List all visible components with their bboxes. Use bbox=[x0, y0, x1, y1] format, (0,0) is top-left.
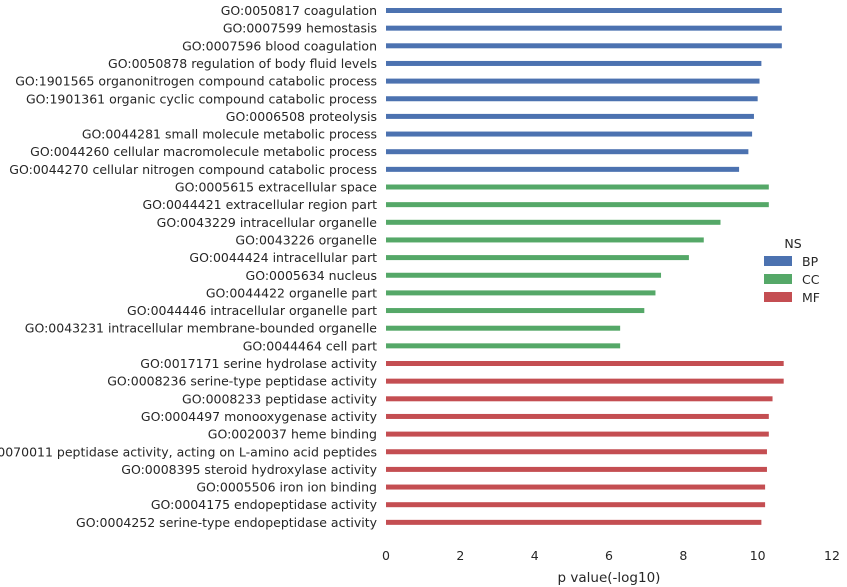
bar bbox=[386, 8, 782, 13]
category-label: GO:0044421 extracellular region part bbox=[142, 197, 377, 212]
bar bbox=[386, 25, 782, 31]
x-tick-label: 4 bbox=[531, 548, 539, 563]
x-tick-label: 8 bbox=[679, 548, 687, 563]
x-axis-title: p value(-log10) bbox=[558, 570, 661, 586]
bar bbox=[386, 60, 762, 66]
x-tick-label: 10 bbox=[750, 548, 766, 563]
category-label: GO:0008236 serine-type peptidase activit… bbox=[107, 374, 377, 389]
bar bbox=[386, 519, 762, 525]
bar bbox=[386, 78, 760, 84]
category-label: GO:0070011 peptidase activity, acting on… bbox=[0, 444, 377, 459]
bar bbox=[386, 308, 645, 314]
category-label: GO:0005615 extracellular space bbox=[175, 180, 377, 195]
category-label: GO:0005506 iron ion binding bbox=[196, 480, 377, 495]
category-label: GO:0006508 proteolysis bbox=[226, 109, 377, 124]
bar bbox=[386, 255, 689, 261]
category-label: GO:0005634 nucleus bbox=[246, 268, 377, 283]
bars bbox=[386, 8, 784, 525]
bar bbox=[386, 113, 754, 119]
x-tick-labels: 0 2 4 6 8 10 12 bbox=[382, 548, 840, 563]
category-label: GO:0044422 organelle part bbox=[206, 285, 377, 300]
legend: NS BP CC MF bbox=[764, 236, 820, 305]
bar bbox=[386, 272, 662, 278]
category-label: GO:0044424 intracellular part bbox=[189, 250, 377, 265]
category-label: GO:0017171 serine hydrolase activity bbox=[140, 356, 377, 371]
bar bbox=[386, 219, 721, 225]
bar bbox=[386, 131, 753, 137]
legend-swatch bbox=[764, 274, 792, 284]
legend-swatch bbox=[764, 292, 792, 302]
category-label: GO:0020037 heme binding bbox=[208, 427, 377, 442]
legend-swatch bbox=[764, 256, 792, 266]
category-label: GO:0007596 blood coagulation bbox=[182, 38, 377, 53]
category-labels: GO:0050817 coagulation GO:0007599 hemosta… bbox=[0, 3, 378, 530]
x-axis: 0 2 4 6 8 10 12 p value(-log10) bbox=[382, 548, 840, 586]
bar bbox=[386, 43, 782, 49]
bar bbox=[386, 237, 704, 243]
category-label: GO:0007599 hemostasis bbox=[223, 21, 377, 36]
bar bbox=[386, 343, 621, 349]
x-tick-label: 6 bbox=[605, 548, 613, 563]
category-label: GO:0008395 steroid hydroxylase activity bbox=[121, 462, 377, 477]
category-label: GO:0044446 intracellular organelle part bbox=[127, 303, 377, 318]
bar bbox=[386, 361, 784, 366]
bar bbox=[386, 413, 769, 419]
bar bbox=[386, 449, 767, 455]
x-tick-label: 0 bbox=[382, 548, 390, 563]
bar bbox=[386, 184, 769, 190]
bar bbox=[386, 502, 766, 508]
legend-label: MF bbox=[802, 290, 820, 305]
category-label: GO:0044260 cellular macromolecule metabo… bbox=[30, 144, 377, 159]
category-label: GO:0008233 peptidase activity bbox=[182, 391, 378, 406]
bar bbox=[386, 166, 740, 172]
category-label: GO:0044270 cellular nitrogen compound ca… bbox=[9, 162, 377, 177]
category-label: GO:0043231 intracellular membrane-bounde… bbox=[25, 321, 378, 336]
bar bbox=[386, 325, 621, 331]
category-label: GO:0004497 monooxygenase activity bbox=[141, 409, 378, 424]
category-label: GO:1901361 organic cyclic compound catab… bbox=[26, 91, 377, 106]
category-label: GO:0044281 small molecule metabolic proc… bbox=[82, 127, 377, 142]
category-label: GO:0043226 organelle bbox=[235, 232, 377, 247]
category-label: GO:0050878 regulation of body fluid leve… bbox=[108, 56, 377, 71]
legend-title: NS bbox=[784, 236, 801, 251]
category-label: GO:0004175 endopeptidase activity bbox=[151, 497, 378, 512]
x-tick-label: 12 bbox=[824, 548, 840, 563]
category-label: GO:0043229 intracellular organelle bbox=[157, 215, 378, 230]
bar bbox=[386, 396, 773, 402]
bar bbox=[386, 290, 656, 296]
bar bbox=[386, 96, 758, 102]
bar bbox=[386, 431, 769, 437]
bar bbox=[386, 202, 769, 208]
legend-items: BP CC MF bbox=[764, 254, 820, 305]
bar bbox=[386, 484, 766, 490]
legend-label: CC bbox=[802, 272, 820, 287]
category-label: GO:1901565 organonitrogen compound catab… bbox=[15, 74, 377, 89]
legend-label: BP bbox=[802, 254, 819, 269]
category-label: GO:0044464 cell part bbox=[243, 338, 377, 353]
x-tick-label: 2 bbox=[456, 548, 464, 563]
category-label: GO:0004252 serine-type endopeptidase act… bbox=[76, 515, 378, 530]
bar bbox=[386, 378, 784, 384]
bar bbox=[386, 466, 767, 472]
category-label: GO:0050817 coagulation bbox=[221, 3, 377, 18]
bar bbox=[386, 149, 749, 155]
